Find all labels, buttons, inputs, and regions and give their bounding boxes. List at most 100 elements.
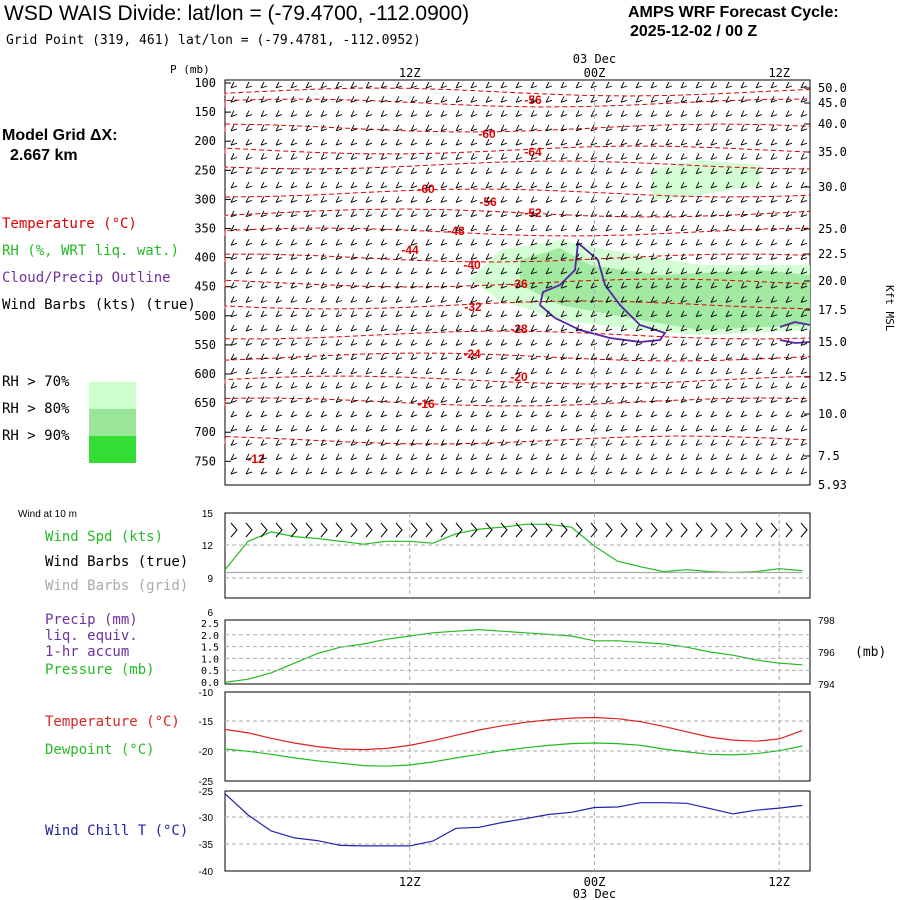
wind-barb (545, 124, 553, 132)
wind-barb (380, 424, 388, 432)
wind-barb (725, 124, 733, 132)
wind-barb (530, 153, 538, 160)
wind-barb (620, 267, 628, 275)
wind-barb (755, 181, 763, 189)
wind-barb (395, 267, 403, 275)
wind-barb (695, 324, 703, 332)
wind-barb (605, 367, 613, 375)
temperature-contour (224, 98, 811, 108)
wind-barb (485, 324, 493, 332)
surface-wind-barb (470, 522, 478, 538)
pressure-right-tick-label: 798 (818, 616, 835, 627)
surface-wind-barb (740, 522, 748, 538)
wind-barb (650, 224, 658, 232)
wind-barb (545, 453, 553, 461)
wind-barb (470, 96, 478, 103)
wind-barb (740, 296, 748, 303)
height-tick-label: 15.0 (818, 335, 847, 349)
wind-barb (800, 196, 808, 203)
wind-barb (695, 467, 703, 475)
wind-barb (680, 324, 688, 332)
legend-rh70: RH > 70% (2, 374, 70, 390)
wind-barb (350, 296, 358, 303)
y-tick-label: -25 (199, 787, 214, 798)
wind-barb (665, 424, 673, 432)
wind-barb (620, 296, 628, 303)
wind-barb (245, 96, 253, 103)
wind-barb (515, 296, 523, 303)
wind-barb (530, 167, 538, 175)
wind-barb (245, 181, 253, 189)
wind-barb (410, 396, 418, 404)
wind-barb (800, 96, 808, 103)
legend-rh90: RH > 90% (2, 428, 70, 444)
wind-barb (440, 424, 448, 432)
wind-barb (740, 181, 748, 189)
wind-barb (770, 467, 778, 475)
wind-barb (575, 210, 583, 218)
wind-barb (410, 267, 418, 275)
wind-barb (485, 267, 493, 275)
wind-barb (275, 224, 283, 232)
wind-barb (755, 382, 763, 389)
wind-barb (410, 453, 418, 461)
surface-wind-barb (380, 522, 388, 538)
wind-barb (605, 339, 613, 346)
temperature-contour (224, 435, 811, 445)
wind-barb (440, 167, 448, 175)
wind-barb (305, 181, 313, 189)
wind-barb (785, 310, 793, 318)
wind-barb (635, 367, 643, 375)
wind-barb (650, 367, 658, 375)
wind-barb (440, 181, 448, 189)
wind-barb (695, 153, 703, 160)
wind-barb (515, 81, 523, 89)
wind-barb (275, 167, 283, 175)
wind-barb (260, 239, 268, 246)
wind-barb (440, 296, 448, 303)
wind-barb (440, 81, 448, 89)
wind-barb (575, 382, 583, 389)
wind-barb (755, 110, 763, 118)
wind-barb (695, 81, 703, 89)
wind-barb (500, 324, 508, 332)
wind-barb (740, 367, 748, 375)
wind-barb (260, 339, 268, 346)
wind-barb (545, 324, 553, 332)
surface-wind-barb (500, 522, 508, 538)
wind-barb (680, 367, 688, 375)
wind-barb (290, 339, 298, 346)
wind-barb (350, 110, 358, 118)
wind-barb (305, 124, 313, 132)
wind-barb (620, 210, 628, 218)
wind-barb (635, 267, 643, 275)
wind-barb (350, 424, 358, 432)
model-grid-label: Model Grid ΔX: 2.667 km (2, 126, 118, 166)
wind-barb (725, 296, 733, 303)
wind-barb (770, 253, 778, 261)
wind-barb (575, 367, 583, 375)
top-time-label: 00Z (584, 66, 606, 80)
wind-barb (485, 296, 493, 303)
wind-barb (560, 210, 568, 218)
wind-barb (515, 453, 523, 461)
wind-barb (425, 253, 433, 261)
wind-barb (470, 124, 478, 132)
wind-barb (530, 453, 538, 461)
wind-barb (575, 324, 583, 332)
wind-barb (410, 138, 418, 146)
wind-barb (620, 339, 628, 346)
wind-barb (380, 153, 388, 160)
wind-barb (680, 353, 688, 361)
wind-barb (350, 210, 358, 218)
wind-barb (635, 253, 643, 261)
wind-barb (260, 439, 268, 446)
wind-barb (365, 110, 373, 118)
wind-barb (485, 396, 493, 404)
wind-barb (485, 181, 493, 189)
wind-barb (455, 396, 463, 404)
wind-barb (545, 296, 553, 303)
wind-barb (575, 424, 583, 432)
y-tick-label: 9 (207, 574, 213, 585)
y-tick-label: 15 (202, 509, 214, 520)
